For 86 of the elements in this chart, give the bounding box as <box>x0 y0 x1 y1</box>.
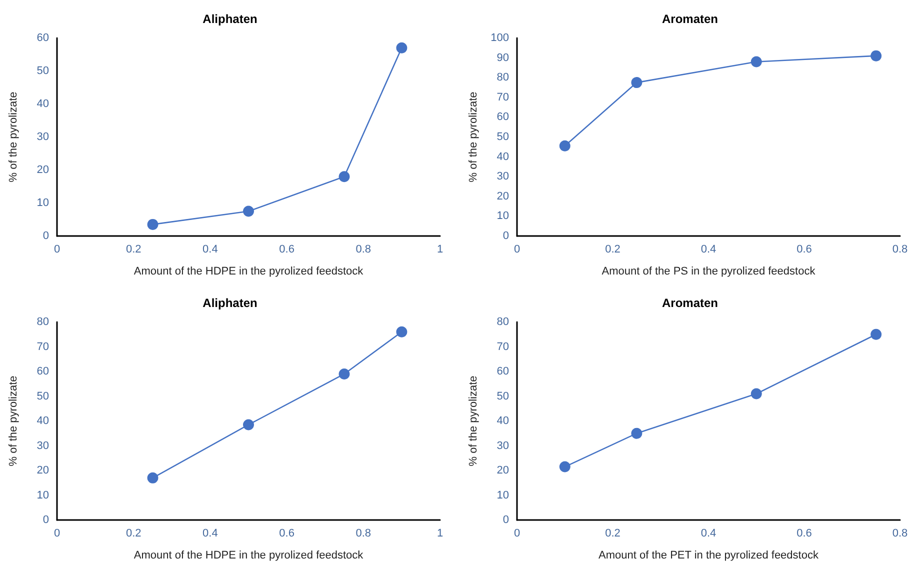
y-axis-title: % of the pyrolizate <box>468 376 480 466</box>
x-tick-label: 0 <box>514 244 520 256</box>
y-tick-label: 10 <box>36 197 49 209</box>
x-tick-label: 0.6 <box>796 528 812 540</box>
y-tick-label: 80 <box>36 316 49 328</box>
chart-title: Aromaten <box>662 296 718 310</box>
chart-title: Aromaten <box>662 12 718 26</box>
y-tick-label: 80 <box>496 72 509 84</box>
point <box>631 77 642 88</box>
x-tick-label: 0.2 <box>126 528 142 540</box>
point <box>750 56 762 68</box>
x-tick-label: 0 <box>514 528 520 540</box>
y-tick-label: 20 <box>36 464 49 476</box>
x-tick-label: 0.4 <box>700 244 716 256</box>
point <box>559 140 570 152</box>
point <box>147 218 158 230</box>
point <box>338 368 350 380</box>
x-axis-title: Amount of the HDPE in the pyrolized feedstock <box>134 266 364 278</box>
chart-title: Aliphaten <box>202 296 258 310</box>
point <box>559 461 570 472</box>
y-tick-label: 70 <box>36 340 49 353</box>
y-tick-label: 0 <box>502 230 509 242</box>
point <box>243 206 254 217</box>
y-axis-title: % of the pyrolizate <box>468 92 480 182</box>
point <box>396 42 408 54</box>
y-tick-label: 20 <box>496 190 509 202</box>
y-axis-title: % of the pyrolizate <box>8 92 20 182</box>
y-tick-label: 10 <box>36 489 49 502</box>
x-tick-label: 0.2 <box>126 244 142 256</box>
y-tick-label: 50 <box>36 65 49 77</box>
x-tick-label: 0.4 <box>202 528 218 540</box>
x-axis-title: Amount of the HDPE in the pyrolized feedstock <box>134 550 364 562</box>
y-tick-label: 40 <box>496 150 509 163</box>
y-tick-label: 50 <box>36 390 49 402</box>
point <box>147 472 158 484</box>
chart-title: Aliphaten <box>202 12 258 26</box>
point <box>396 326 408 338</box>
x-axis-title: Amount of the PET in the pyrolized feedstock <box>598 550 819 562</box>
y-tick-label: 80 <box>496 316 509 328</box>
y-tick-label: 70 <box>496 91 509 104</box>
x-tick-label: 0.6 <box>279 244 294 256</box>
y-tick-label: 30 <box>36 440 49 452</box>
x-tick-label: 0.8 <box>892 244 908 256</box>
y-tick-label: 0 <box>42 230 49 242</box>
x-tick-label: 0.6 <box>279 528 294 540</box>
x-tick-label: 1 <box>436 528 444 540</box>
x-tick-label: 0.8 <box>356 244 372 256</box>
point <box>631 428 642 439</box>
y-tick-label: 30 <box>496 440 509 452</box>
y-tick-label: 0 <box>502 514 509 526</box>
y-tick-label: 60 <box>36 366 49 378</box>
y-tick-label: 40 <box>496 415 509 427</box>
point <box>870 328 882 340</box>
y-tick-label: 50 <box>496 131 509 143</box>
point <box>870 50 882 62</box>
y-tick-label: 60 <box>36 32 49 44</box>
point <box>338 171 350 182</box>
y-tick-label: 0 <box>42 514 49 526</box>
x-tick-label: 0.4 <box>700 528 716 540</box>
x-tick-label: 0.8 <box>892 528 908 540</box>
x-tick-label: 0.4 <box>202 244 218 256</box>
point <box>243 419 254 430</box>
x-tick-label: 0 <box>54 528 60 540</box>
x-tick-label: 0.8 <box>356 528 372 540</box>
y-tick-label: 30 <box>36 131 49 143</box>
y-tick-label: 40 <box>36 98 49 110</box>
y-tick-label: 90 <box>496 52 509 64</box>
y-tick-label: 100 <box>490 32 509 44</box>
point <box>750 388 762 400</box>
x-axis-title: Amount of the PS in the pyrolized feedstock <box>602 266 816 278</box>
y-tick-label: 40 <box>36 415 49 427</box>
y-tick-label: 60 <box>496 111 509 124</box>
y-tick-label: 20 <box>36 164 49 176</box>
y-tick-label: 10 <box>496 489 509 502</box>
x-tick-label: 0 <box>54 244 60 256</box>
y-tick-label: 50 <box>496 390 509 402</box>
y-tick-label: 10 <box>496 210 509 222</box>
x-tick-label: 0.2 <box>605 244 620 256</box>
y-tick-label: 20 <box>496 464 509 476</box>
y-axis-title: % of the pyrolizate <box>8 376 20 466</box>
x-tick-label: 1 <box>436 244 444 256</box>
y-tick-label: 60 <box>496 366 509 378</box>
x-tick-label: 0.6 <box>796 244 812 256</box>
y-tick-label: 30 <box>496 170 509 183</box>
y-tick-label: 70 <box>496 340 509 353</box>
x-tick-label: 0.2 <box>605 528 620 540</box>
